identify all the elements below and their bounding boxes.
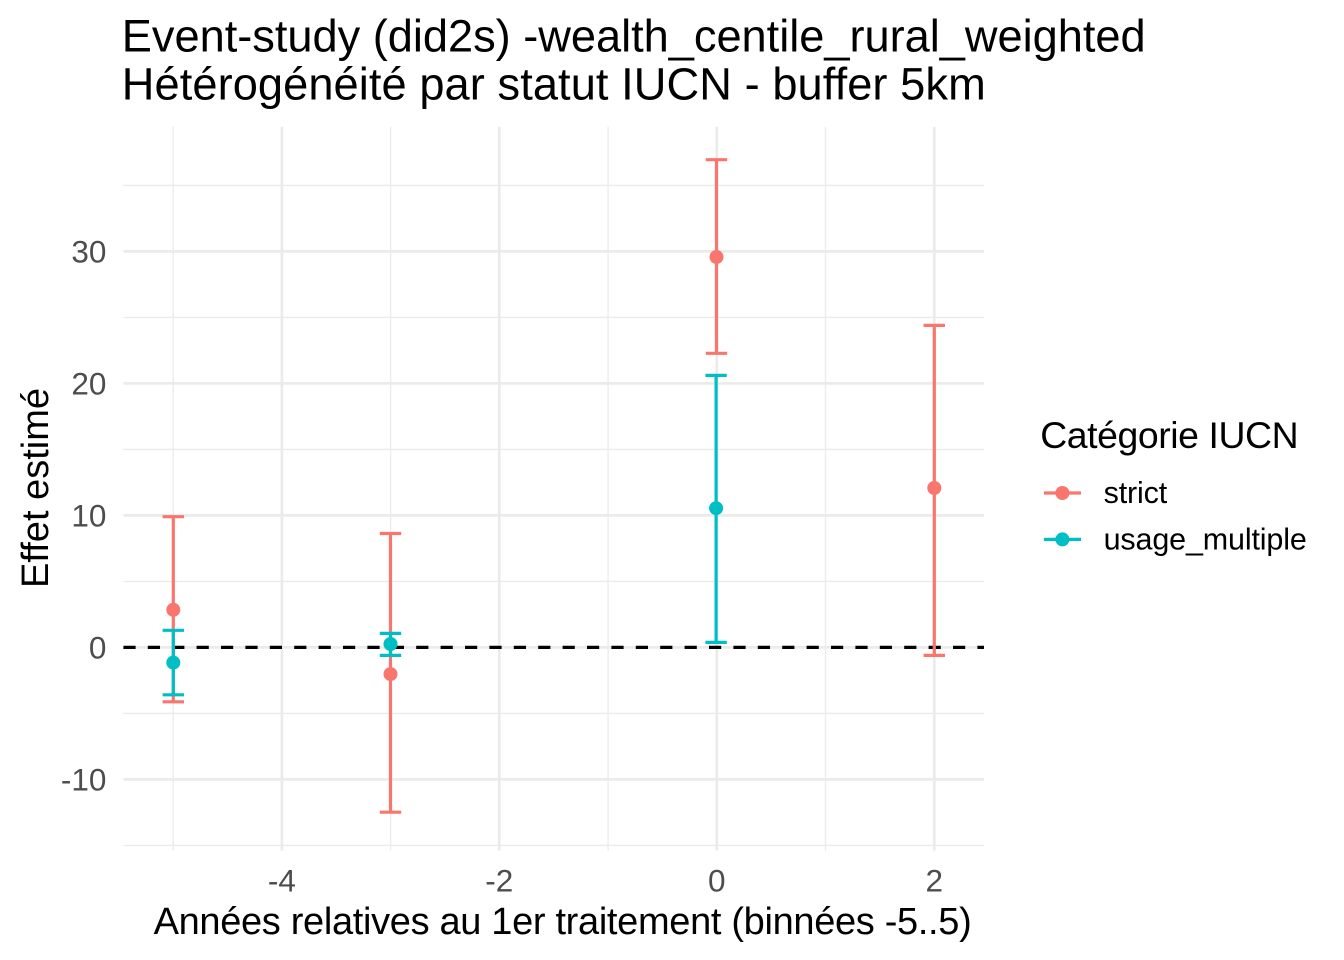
svg-text:-2: -2 — [485, 863, 513, 899]
svg-text:10: 10 — [71, 498, 106, 534]
svg-text:Event-study (did2s) -wealth_ce: Event-study (did2s) -wealth_centile_rura… — [122, 11, 1146, 62]
svg-text:Catégorie IUCN: Catégorie IUCN — [1040, 414, 1298, 456]
svg-text:30: 30 — [71, 234, 106, 270]
svg-text:strict: strict — [1104, 476, 1168, 510]
svg-text:20: 20 — [71, 366, 106, 402]
svg-text:Hétérogénéité par statut IUCN: Hétérogénéité par statut IUCN - buffer 5… — [122, 58, 986, 109]
svg-text:0: 0 — [708, 863, 726, 899]
svg-text:-4: -4 — [268, 863, 296, 899]
svg-text:usage_multiple: usage_multiple — [1104, 523, 1307, 557]
svg-text:Effet estimé: Effet estimé — [15, 388, 57, 588]
svg-text:0: 0 — [89, 630, 107, 666]
svg-text:2: 2 — [926, 863, 944, 899]
svg-text:-10: -10 — [61, 762, 107, 798]
svg-text:Années relatives au 1er traite: Années relatives au 1er traitement (binn… — [154, 901, 972, 943]
